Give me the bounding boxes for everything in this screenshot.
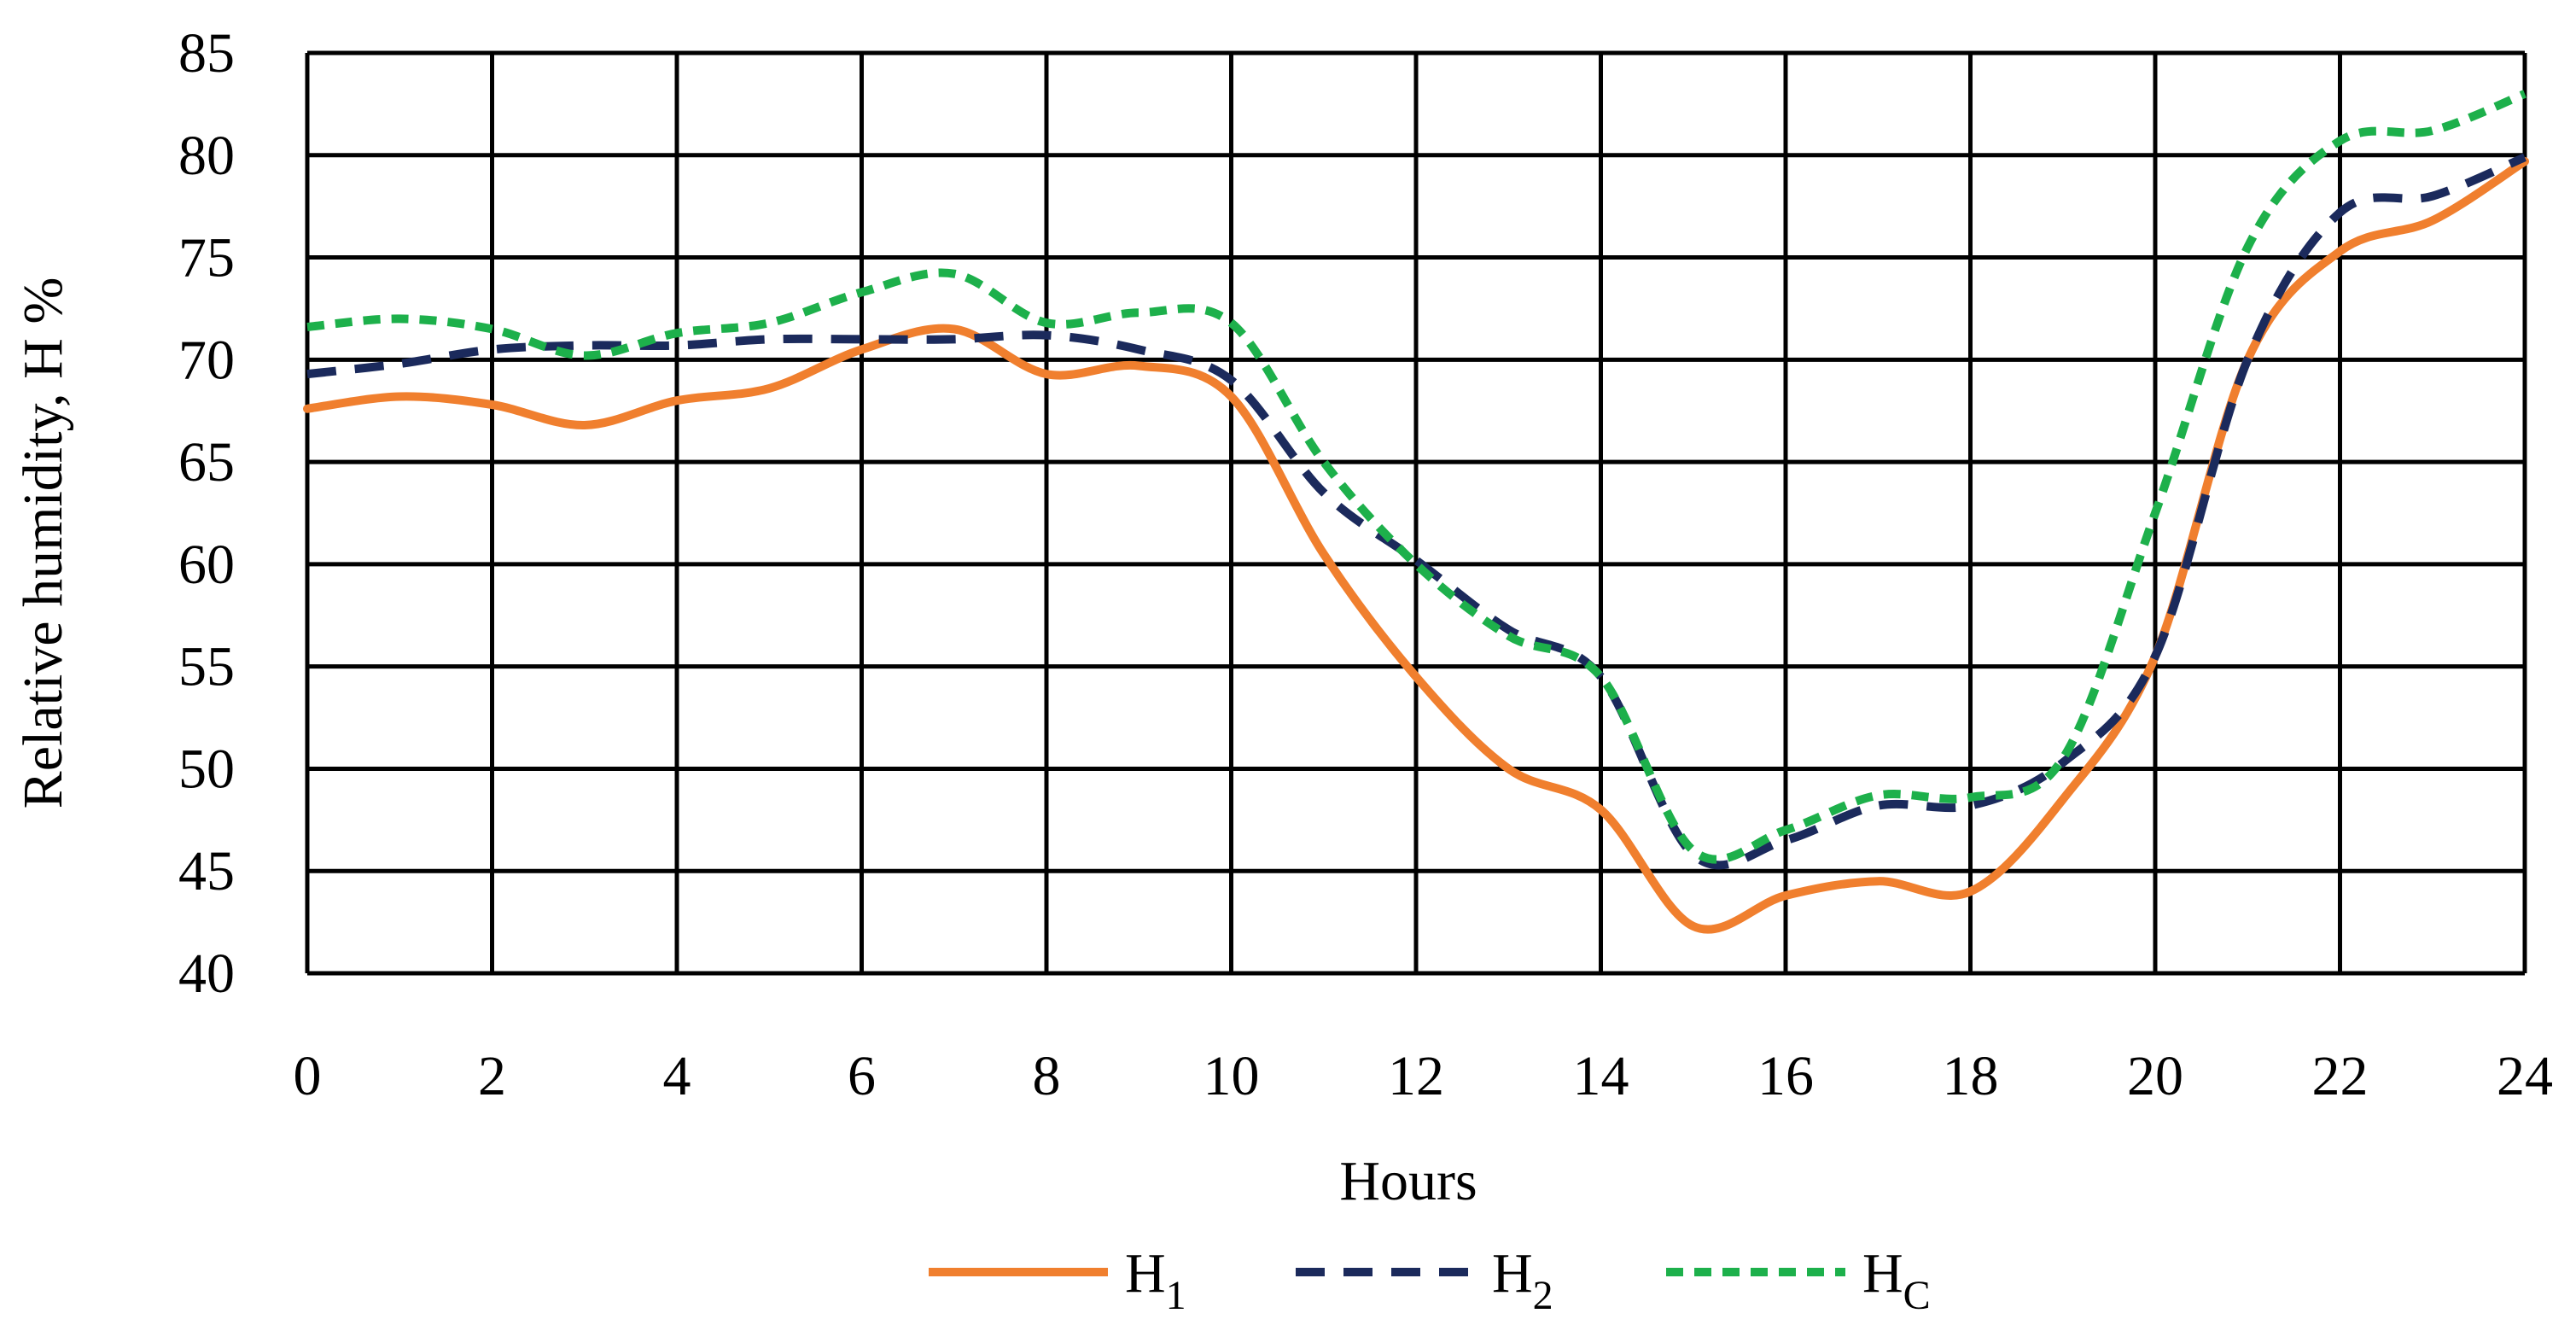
series-line-hc [306, 90, 2526, 864]
x-tick-label: 2 [478, 1045, 506, 1107]
x-tick-label: 12 [1388, 1045, 1444, 1107]
series-line-h2 [306, 153, 2526, 870]
y-tick-label: 75 [178, 227, 235, 289]
y-tick-label: 55 [178, 636, 235, 698]
y-tick-label: 65 [178, 431, 235, 493]
x-tick-label: 8 [1033, 1045, 1061, 1107]
y-tick-label: 50 [178, 738, 235, 800]
grid [305, 50, 2527, 976]
x-tick-label: 14 [1573, 1045, 1629, 1107]
x-axis-label: Hours [1339, 1150, 1477, 1212]
x-tick-label: 24 [2497, 1045, 2553, 1107]
series-lines [303, 90, 2529, 934]
y-tick-label: 45 [178, 840, 235, 902]
y-tick-label: 85 [178, 22, 235, 85]
y-tick-labels: 40 45 50 55 60 65 70 75 80 85 [178, 22, 235, 1005]
y-axis-label: Relative humidity, H % [12, 277, 74, 809]
legend: H1 H2 HC [929, 1242, 1931, 1318]
x-tick-label: 4 [663, 1045, 691, 1107]
y-tick-label: 60 [178, 534, 235, 596]
legend-label: H2 [1492, 1242, 1553, 1318]
legend-label: H1 [1125, 1242, 1186, 1318]
y-tick-label: 80 [178, 125, 235, 187]
y-tick-label: 70 [178, 329, 235, 391]
y-tick-label: 40 [178, 943, 235, 1005]
x-tick-label: 20 [2127, 1045, 2183, 1107]
x-tick-labels: 0 2 4 6 8 10 12 14 16 18 20 22 24 [294, 1045, 2554, 1107]
x-tick-label: 0 [294, 1045, 322, 1107]
x-tick-label: 6 [848, 1045, 876, 1107]
x-tick-label: 16 [1757, 1045, 1814, 1107]
legend-label: HC [1862, 1242, 1931, 1318]
x-tick-label: 18 [1943, 1045, 1999, 1107]
x-tick-label: 22 [2312, 1045, 2369, 1107]
x-tick-label: 10 [1203, 1045, 1260, 1107]
